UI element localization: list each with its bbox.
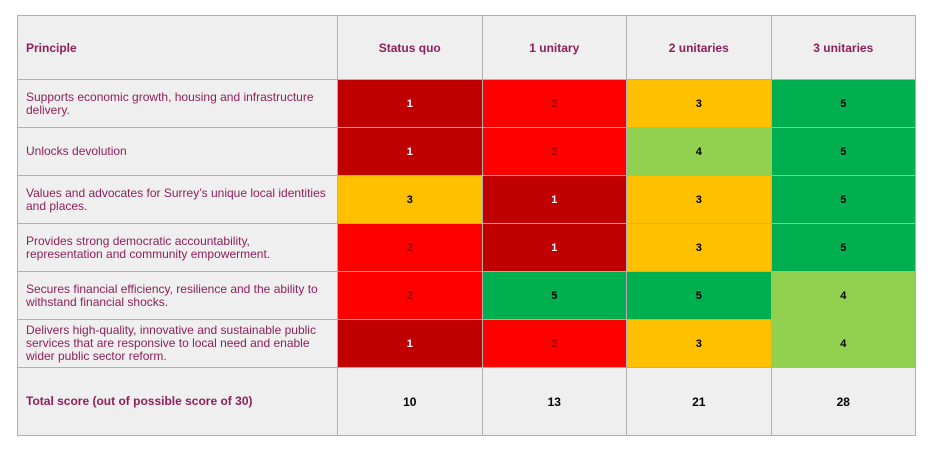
header-cell: 3 unitaries	[770, 15, 916, 80]
total-score: 21	[626, 367, 772, 436]
score-cell: 5	[626, 271, 772, 320]
scoring-table: Principle Status quo 1 unitary 2 unitaries 3…	[17, 15, 916, 436]
score-cell: 2	[337, 271, 483, 320]
score-cell: 5	[770, 223, 916, 272]
score-cell: 5	[770, 79, 916, 128]
principle-cell: Delivers high-quality, innovative and su…	[17, 319, 338, 368]
header-cell: 2 unitaries	[626, 15, 772, 80]
score-cell: 3	[626, 319, 772, 368]
row: Supports economic growth, housing and in…	[17, 79, 916, 128]
total-score: 13	[481, 367, 627, 436]
header-cell: Status quo	[337, 15, 483, 80]
score-cell: 2	[481, 319, 627, 368]
score-cell: 2	[337, 223, 483, 272]
score-cell: 1	[337, 319, 483, 368]
table-body: Supports economic growth, housing and in…	[17, 79, 916, 436]
score-cell: 1	[481, 223, 627, 272]
score-cell: 3	[337, 175, 483, 224]
principle-cell: Unlocks devolution	[17, 127, 338, 176]
principle-cell: Secures financial efficiency, resilience…	[17, 271, 338, 320]
row: Secures financial efficiency, resilience…	[17, 271, 916, 320]
row: Unlocks devolution 1 2 4 5	[17, 127, 916, 176]
row: Provides strong democratic accountabilit…	[17, 223, 916, 272]
score-cell: 1	[337, 79, 483, 128]
total-score: 10	[337, 367, 483, 436]
score-cell: 1	[337, 127, 483, 176]
principle-cell: Values and advocates for Surrey’s unique…	[17, 175, 338, 224]
score-cell: 4	[770, 319, 916, 368]
header-cell: 1 unitary	[481, 15, 627, 80]
score-cell: 5	[770, 127, 916, 176]
header-cell: Principle	[17, 15, 338, 80]
total-row: Total score (out of possible score of 30…	[17, 367, 916, 436]
header-row: Principle Status quo 1 unitary 2 unitaries 3…	[17, 15, 916, 80]
score-cell: 2	[481, 79, 627, 128]
score-cell: 5	[770, 175, 916, 224]
total-score: 28	[770, 367, 916, 436]
principle-cell: Provides strong democratic accountabilit…	[17, 223, 338, 272]
score-cell: 3	[626, 175, 772, 224]
score-cell: 4	[626, 127, 772, 176]
score-cell: 1	[481, 175, 627, 224]
principle-cell: Supports economic growth, housing and in…	[17, 79, 338, 128]
row: Values and advocates for Surrey’s unique…	[17, 175, 916, 224]
score-cell: 3	[626, 223, 772, 272]
score-cell: 2	[481, 127, 627, 176]
row: Delivers high-quality, innovative and su…	[17, 319, 916, 368]
total-label: Total score (out of possible score of 30…	[17, 367, 338, 436]
score-cell: 4	[770, 271, 916, 320]
score-cell: 3	[626, 79, 772, 128]
score-cell: 5	[481, 271, 627, 320]
